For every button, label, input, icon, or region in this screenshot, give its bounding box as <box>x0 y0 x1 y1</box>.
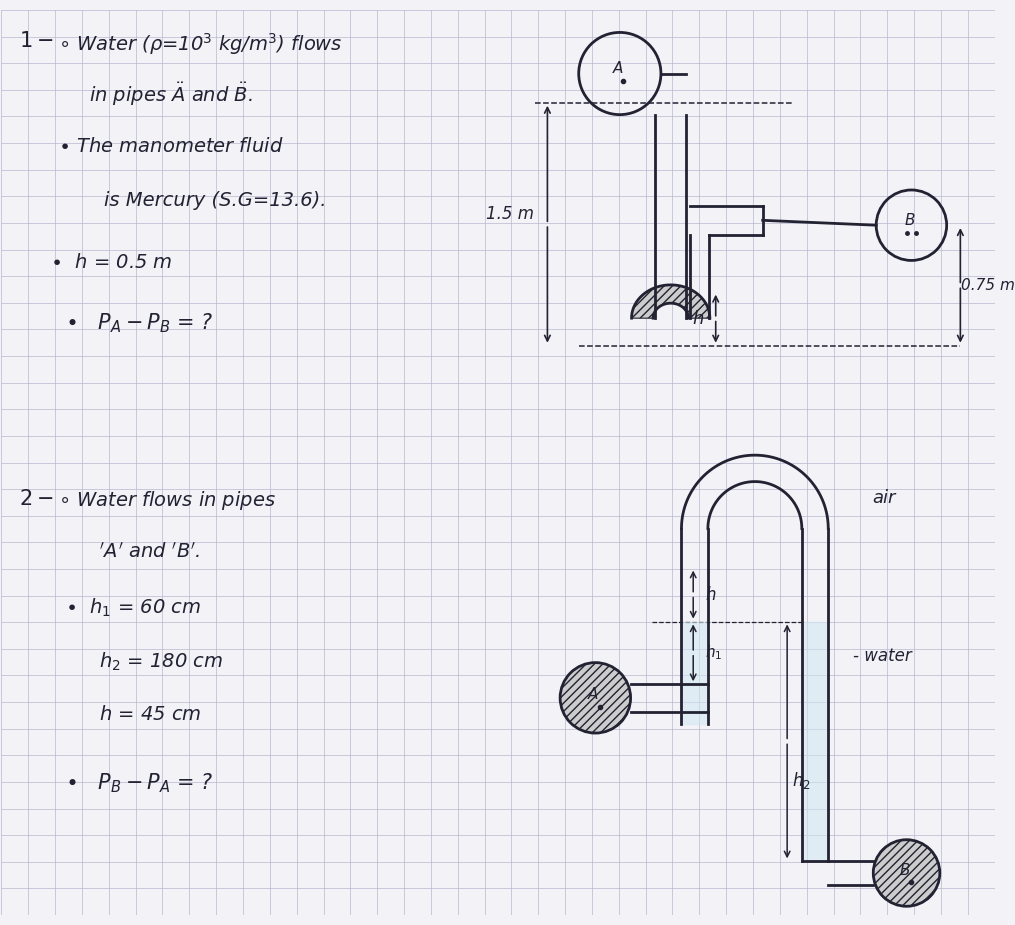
Text: $h$ = 45 cm: $h$ = 45 cm <box>99 705 202 723</box>
Text: B: B <box>904 213 915 228</box>
Text: $h_2$: $h_2$ <box>792 770 811 791</box>
Text: h: h <box>692 310 703 327</box>
Text: $\bullet$  $h_1$ = 60 cm: $\bullet$ $h_1$ = 60 cm <box>65 597 201 620</box>
Text: is Mercury (S.G=13.6).: is Mercury (S.G=13.6). <box>105 191 327 210</box>
Text: $\bullet$  $h$ = 0.5 m: $\bullet$ $h$ = 0.5 m <box>51 253 173 272</box>
Circle shape <box>560 662 630 734</box>
Text: A: A <box>589 687 599 702</box>
Text: $\circ$ Water flows in pipes: $\circ$ Water flows in pipes <box>58 489 276 512</box>
Text: 0.75 m: 0.75 m <box>961 278 1015 293</box>
Text: $\bullet$   $P_A - P_B$ = ?: $\bullet$ $P_A - P_B$ = ? <box>65 312 213 335</box>
Text: $h_2$ = 180 cm: $h_2$ = 180 cm <box>99 651 223 673</box>
Text: 1.5 m: 1.5 m <box>486 205 534 224</box>
Text: - water: - water <box>853 647 911 665</box>
Text: A: A <box>613 61 623 76</box>
Text: air: air <box>872 489 895 508</box>
Text: $1-$: $1-$ <box>19 31 54 52</box>
Text: $2-$: $2-$ <box>19 489 54 510</box>
Text: $h$: $h$ <box>705 586 717 604</box>
Polygon shape <box>631 285 709 318</box>
Text: in pipes $\ddot{A}$ and $\ddot{B}$.: in pipes $\ddot{A}$ and $\ddot{B}$. <box>89 80 254 108</box>
Text: $'A'$ and $'B'$.: $'A'$ and $'B'$. <box>99 541 201 561</box>
Circle shape <box>873 840 940 906</box>
Text: B: B <box>899 862 909 878</box>
Text: $\bullet$ The manometer fluid: $\bullet$ The manometer fluid <box>58 137 283 156</box>
Text: $h_1$: $h_1$ <box>705 644 723 662</box>
Text: $\circ$ Water ($\rho$=10$^3$ kg/m$^3$) flows: $\circ$ Water ($\rho$=10$^3$ kg/m$^3$) f… <box>58 31 343 57</box>
Text: $\bullet$   $P_B - P_A$ = ?: $\bullet$ $P_B - P_A$ = ? <box>65 771 213 795</box>
